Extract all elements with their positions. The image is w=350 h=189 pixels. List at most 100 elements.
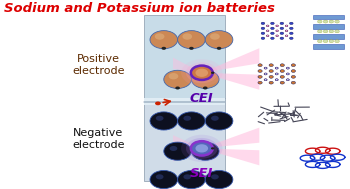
Polygon shape — [173, 135, 202, 148]
Bar — [313, 34, 344, 39]
Circle shape — [175, 87, 180, 90]
Circle shape — [276, 25, 278, 26]
Circle shape — [169, 73, 178, 79]
Circle shape — [191, 142, 219, 160]
Circle shape — [289, 37, 293, 40]
Circle shape — [181, 135, 223, 162]
Bar — [313, 15, 344, 19]
Circle shape — [286, 79, 289, 81]
Circle shape — [181, 59, 223, 86]
Circle shape — [264, 73, 267, 75]
Circle shape — [155, 101, 161, 105]
Circle shape — [271, 37, 274, 40]
Circle shape — [210, 33, 220, 40]
Circle shape — [285, 25, 288, 27]
Circle shape — [269, 81, 273, 84]
Circle shape — [264, 79, 267, 81]
Bar — [144, 98, 225, 181]
Circle shape — [289, 22, 293, 25]
Circle shape — [289, 32, 293, 35]
Text: Positive
electrode: Positive electrode — [72, 54, 124, 76]
Circle shape — [161, 47, 166, 50]
Circle shape — [280, 75, 285, 78]
Circle shape — [280, 64, 285, 67]
Circle shape — [258, 64, 262, 67]
Circle shape — [211, 174, 219, 179]
Circle shape — [189, 47, 194, 50]
Circle shape — [286, 67, 289, 69]
Circle shape — [286, 25, 287, 26]
Circle shape — [267, 30, 268, 31]
Circle shape — [269, 70, 273, 72]
Text: CEI: CEI — [190, 92, 214, 105]
Circle shape — [271, 22, 274, 25]
Circle shape — [196, 73, 206, 79]
Circle shape — [205, 112, 233, 130]
Bar — [313, 24, 344, 29]
Circle shape — [291, 64, 295, 67]
Circle shape — [267, 35, 268, 36]
Circle shape — [317, 20, 322, 23]
Polygon shape — [202, 128, 259, 148]
Text: Negative
electrode: Negative electrode — [72, 128, 124, 150]
Circle shape — [276, 35, 278, 36]
Circle shape — [156, 116, 163, 121]
Circle shape — [276, 68, 278, 69]
Circle shape — [280, 32, 284, 35]
Circle shape — [261, 32, 265, 35]
Circle shape — [258, 70, 262, 72]
Circle shape — [177, 31, 205, 49]
Circle shape — [205, 31, 233, 49]
Circle shape — [266, 30, 269, 32]
Circle shape — [291, 75, 295, 78]
Circle shape — [211, 116, 219, 121]
Circle shape — [323, 40, 328, 43]
Polygon shape — [202, 73, 259, 90]
Circle shape — [191, 66, 213, 80]
Circle shape — [191, 70, 219, 88]
Circle shape — [190, 65, 213, 80]
Text: Sodium and Potassium ion batteries: Sodium and Potassium ion batteries — [5, 2, 275, 15]
Circle shape — [323, 30, 328, 33]
Circle shape — [335, 20, 339, 23]
Circle shape — [186, 138, 218, 159]
Circle shape — [205, 170, 233, 189]
Circle shape — [285, 35, 288, 37]
Circle shape — [183, 116, 191, 121]
Circle shape — [150, 170, 177, 189]
Circle shape — [261, 27, 265, 29]
Circle shape — [335, 40, 339, 43]
Circle shape — [211, 147, 215, 149]
Circle shape — [291, 70, 295, 72]
Circle shape — [276, 30, 279, 32]
Circle shape — [265, 68, 266, 69]
Circle shape — [190, 141, 213, 156]
Circle shape — [267, 25, 268, 26]
Circle shape — [276, 25, 279, 27]
Circle shape — [155, 33, 164, 40]
Bar — [313, 44, 344, 49]
Circle shape — [291, 81, 295, 84]
Polygon shape — [173, 73, 202, 86]
Circle shape — [183, 174, 191, 179]
Circle shape — [271, 32, 274, 35]
Circle shape — [156, 174, 163, 179]
Circle shape — [317, 30, 322, 33]
Circle shape — [269, 64, 273, 67]
Text: SEI: SEI — [190, 167, 214, 180]
Circle shape — [150, 31, 177, 49]
Circle shape — [265, 79, 266, 80]
Circle shape — [329, 40, 334, 43]
Circle shape — [280, 27, 284, 29]
Circle shape — [261, 22, 265, 25]
Circle shape — [266, 25, 269, 27]
Circle shape — [287, 79, 289, 80]
Circle shape — [276, 35, 279, 37]
Circle shape — [217, 47, 221, 50]
Circle shape — [186, 62, 218, 83]
Circle shape — [323, 20, 328, 23]
Circle shape — [286, 73, 289, 75]
Circle shape — [203, 87, 208, 90]
Circle shape — [286, 35, 287, 36]
Circle shape — [280, 70, 285, 72]
